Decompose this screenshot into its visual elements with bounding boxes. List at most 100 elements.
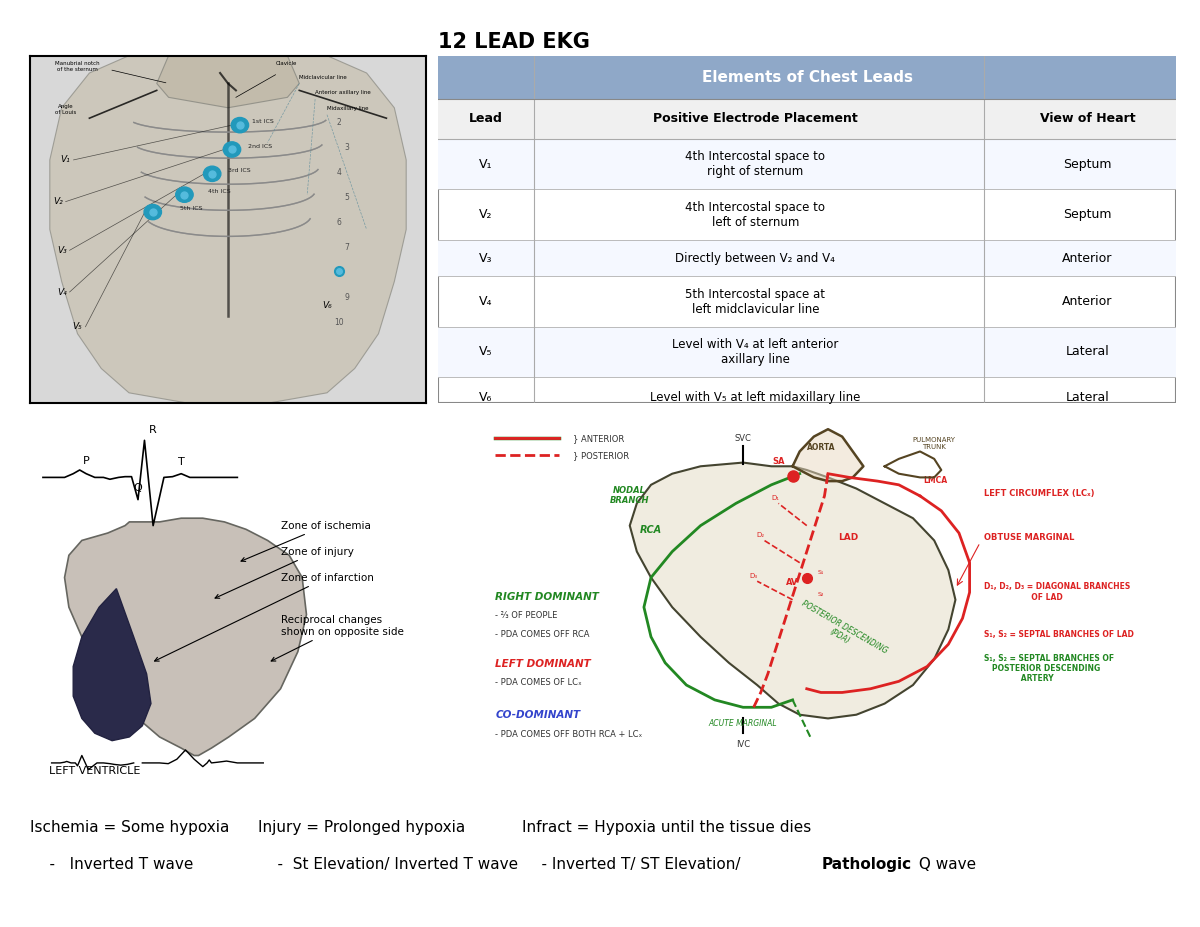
Text: Lead: Lead [469,112,503,125]
Text: Zone of ischemia: Zone of ischemia [241,521,371,562]
Text: View of Heart: View of Heart [1039,112,1135,125]
Polygon shape [50,56,407,403]
Text: -   Inverted T wave: - Inverted T wave [30,857,193,872]
Circle shape [144,205,162,220]
Text: 8: 8 [336,268,341,277]
Text: 4th ICS: 4th ICS [209,189,230,194]
Text: 4th Intercostal space to
right of sternum: 4th Intercostal space to right of sternu… [685,150,826,178]
Text: - PDA COMES OFF BOTH RCA + LCₓ: - PDA COMES OFF BOTH RCA + LCₓ [496,730,642,739]
Text: 3rd ICS: 3rd ICS [228,168,251,172]
Circle shape [175,187,193,202]
Text: Anterior axillary line: Anterior axillary line [316,91,371,95]
Polygon shape [630,463,955,718]
Text: Level with V₄ at left anterior
axillary line: Level with V₄ at left anterior axillary … [672,338,839,366]
Text: Angle
of Louis: Angle of Louis [55,104,77,115]
FancyBboxPatch shape [438,240,1176,276]
Text: RCA: RCA [640,525,662,535]
Text: 2: 2 [336,118,341,127]
Text: V₂: V₂ [53,197,62,206]
Text: V₅: V₅ [73,323,83,331]
Text: ACUTE MARGINAL: ACUTE MARGINAL [709,718,778,728]
Text: D₁: D₁ [770,495,779,501]
Text: SVC: SVC [734,434,751,443]
Text: 7: 7 [344,243,349,252]
Text: Elements of Chest Leads: Elements of Chest Leads [702,70,912,84]
Text: Q wave: Q wave [914,857,977,872]
Text: LAD: LAD [839,533,859,542]
Text: V₃: V₃ [56,246,66,255]
Circle shape [232,118,248,133]
FancyBboxPatch shape [438,56,1176,403]
Circle shape [204,166,221,182]
Text: 4: 4 [336,168,341,177]
Polygon shape [65,518,306,756]
Text: } POSTERIOR: } POSTERIOR [574,451,629,460]
Text: Midaxillary line: Midaxillary line [328,106,368,111]
Text: V₄: V₄ [56,287,66,297]
Text: Level with V₅ at left midaxillary line: Level with V₅ at left midaxillary line [650,390,860,403]
Text: Lateral: Lateral [1066,346,1109,359]
Text: RIGHT DOMINANT: RIGHT DOMINANT [496,591,599,602]
Text: PULMONARY
TRUNK: PULMONARY TRUNK [913,437,955,450]
Text: Injury = Prolonged hypoxia: Injury = Prolonged hypoxia [258,820,466,835]
Text: S₁: S₁ [817,570,824,575]
Text: V₅: V₅ [479,346,493,359]
Text: LEFT VENTRICLE: LEFT VENTRICLE [49,766,140,776]
Text: - PDA COMES OF LCₓ: - PDA COMES OF LCₓ [496,678,582,687]
Text: V₄: V₄ [479,295,493,308]
Text: Reciprocal changes
shown on opposite side: Reciprocal changes shown on opposite sid… [271,615,403,661]
Text: Lateral: Lateral [1066,390,1109,403]
Text: -  St Elevation/ Inverted T wave: - St Elevation/ Inverted T wave [258,857,518,872]
Text: - PDA COMES OFF RCA: - PDA COMES OFF RCA [496,629,589,639]
Text: S₁, S₂ = SEPTAL BRANCHES OF
   POSTERIOR DESCENDING
              ARTERY: S₁, S₂ = SEPTAL BRANCHES OF POSTERIOR DE… [984,654,1114,683]
Text: V₁: V₁ [479,158,493,171]
Text: Q: Q [133,483,143,493]
Text: LEFT CIRCUMFLEX (LCₓ): LEFT CIRCUMFLEX (LCₓ) [984,489,1094,498]
Text: Pathologic: Pathologic [822,857,912,872]
Text: V₂: V₂ [479,209,493,222]
Text: AV: AV [786,578,799,587]
Text: D₂: D₂ [757,532,764,538]
Text: 5th Intercostal space at
left midclavicular line: 5th Intercostal space at left midclavicu… [685,287,826,315]
Text: 4th Intercostal space to
left of sternum: 4th Intercostal space to left of sternum [685,200,826,229]
Text: Ischemia = Some hypoxia: Ischemia = Some hypoxia [30,820,229,835]
FancyBboxPatch shape [438,99,1176,139]
Text: T: T [178,457,185,467]
Text: - Inverted T/ ST Elevation/: - Inverted T/ ST Elevation/ [522,857,745,872]
Text: 2nd ICS: 2nd ICS [248,144,272,148]
Text: 9: 9 [344,293,349,302]
Text: 6: 6 [336,218,341,227]
Polygon shape [792,429,864,481]
Text: D₁, D₂, D₃ = DIAGONAL BRANCHES
                  OF LAD: D₁, D₂, D₃ = DIAGONAL BRANCHES OF LAD [984,582,1130,602]
Polygon shape [157,56,299,108]
Text: AORTA: AORTA [806,443,835,452]
Text: P: P [83,456,90,466]
Circle shape [223,142,241,157]
Text: Septum: Septum [1063,209,1111,222]
Text: NODAL
BRANCH: NODAL BRANCH [610,486,649,505]
Text: CO-DOMINANT: CO-DOMINANT [496,710,581,720]
Text: D₃: D₃ [750,573,757,578]
FancyBboxPatch shape [438,139,1176,189]
FancyBboxPatch shape [438,56,1176,99]
Text: S₁, S₂ = SEPTAL BRANCHES OF LAD: S₁, S₂ = SEPTAL BRANCHES OF LAD [984,629,1134,639]
Text: OBTUSE MARGINAL: OBTUSE MARGINAL [984,533,1074,542]
Text: S₂: S₂ [817,592,824,597]
Text: Directly between V₂ and V₄: Directly between V₂ and V₄ [676,251,835,264]
Text: IVC: IVC [736,740,750,749]
Text: 3: 3 [344,143,349,152]
Text: Positive Electrode Placement: Positive Electrode Placement [653,112,858,125]
Text: V₆: V₆ [322,301,332,311]
FancyBboxPatch shape [438,327,1176,377]
Text: 5th ICS: 5th ICS [180,206,203,211]
Text: Zone of injury: Zone of injury [215,547,354,598]
Text: 5: 5 [344,193,349,202]
Text: - ⅔ OF PEOPLE: - ⅔ OF PEOPLE [496,611,558,620]
Text: SA: SA [772,457,785,466]
Text: LMCA: LMCA [924,476,948,485]
Text: Anterior: Anterior [1062,251,1112,264]
Text: } ANTERIOR: } ANTERIOR [574,434,624,443]
Text: 1st ICS: 1st ICS [252,120,274,124]
Text: Manubrial notch
of the sternum: Manubrial notch of the sternum [55,61,100,71]
Text: 12 LEAD EKG: 12 LEAD EKG [438,32,590,53]
